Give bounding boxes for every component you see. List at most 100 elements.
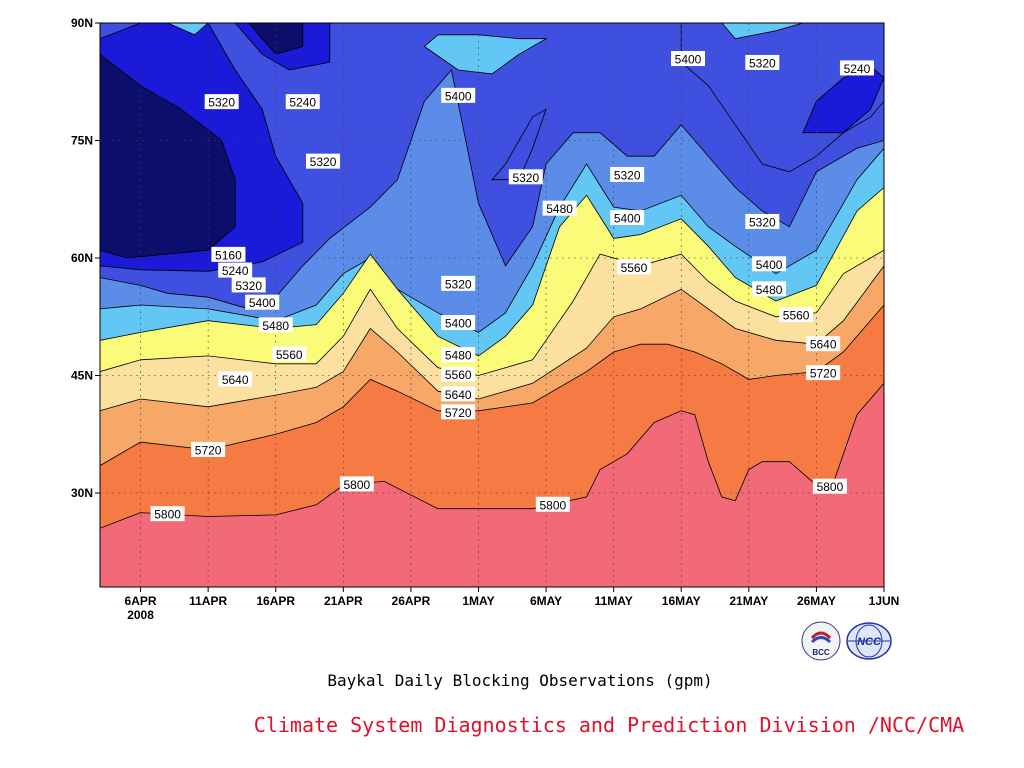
filled-contour-bands xyxy=(100,69,884,587)
contour-label: 5720 xyxy=(441,404,476,420)
svg-text:5320: 5320 xyxy=(310,155,337,169)
svg-text:5640: 5640 xyxy=(810,338,837,352)
low-5320-east xyxy=(680,23,884,173)
low-5160-west xyxy=(100,53,236,259)
contour-label: 5480 xyxy=(542,200,577,216)
svg-text:5480: 5480 xyxy=(445,349,472,363)
contour-label: 5800 xyxy=(339,476,374,492)
svg-text:5400: 5400 xyxy=(445,89,472,103)
contour-label: 5640 xyxy=(441,386,476,402)
contour-label: 5480 xyxy=(258,317,293,333)
svg-text:5320: 5320 xyxy=(749,56,776,70)
contour-label: 5240 xyxy=(285,94,320,110)
contour-label: 5400 xyxy=(441,87,476,103)
x-tick-label: 21MAY xyxy=(729,594,768,608)
contour-labels: 5800 5800 5800 5800 5720 5720 5720 5640 5640 5640… xyxy=(150,51,874,522)
contour-label: 5640 xyxy=(806,336,841,352)
svg-text:5800: 5800 xyxy=(154,508,181,522)
contour-label: 5800 xyxy=(535,496,570,512)
svg-text:5240: 5240 xyxy=(289,96,316,110)
contour-label: 5320 xyxy=(204,94,239,110)
credit-line: Climate System Diagnostics and Predictio… xyxy=(253,713,965,737)
x-tick-label: 11MAY xyxy=(595,594,633,608)
svg-text:5560: 5560 xyxy=(621,261,648,275)
svg-text:5560: 5560 xyxy=(783,309,810,323)
high-5400-northeast xyxy=(721,23,804,40)
svg-text:5320: 5320 xyxy=(235,279,262,293)
contour-label: 5400 xyxy=(752,256,787,272)
contour-label: 5320 xyxy=(745,54,780,70)
contour-label: 5560 xyxy=(272,346,307,362)
contour-label: 5720 xyxy=(806,365,841,381)
svg-text:5640: 5640 xyxy=(222,373,249,387)
svg-text:5320: 5320 xyxy=(208,96,235,110)
contour-label: 5320 xyxy=(610,166,645,182)
contour-label: 5240 xyxy=(839,60,874,76)
svg-text:5320: 5320 xyxy=(512,171,539,185)
svg-text:5720: 5720 xyxy=(195,443,222,457)
x-tick-label: 1MAY xyxy=(462,594,494,608)
y-tick-label: 30N xyxy=(71,486,93,500)
svg-text:5400: 5400 xyxy=(249,296,276,310)
svg-text:5320: 5320 xyxy=(749,215,776,229)
contour-label: 5400 xyxy=(671,51,705,67)
svg-text:5400: 5400 xyxy=(675,53,702,67)
contour-label: 5640 xyxy=(218,371,253,387)
contour-label: 5160 xyxy=(211,246,246,262)
x-tick-label: 11APR xyxy=(189,594,227,608)
contour-label: 5320 xyxy=(508,169,543,185)
svg-text:5800: 5800 xyxy=(343,478,370,492)
svg-text:5800: 5800 xyxy=(817,480,844,494)
y-tick-label: 45N xyxy=(71,369,93,383)
svg-text:5480: 5480 xyxy=(756,283,783,297)
low-5160-north xyxy=(248,23,304,55)
y-tick-label: 90N xyxy=(71,16,93,30)
contour-label: 5320 xyxy=(231,277,266,293)
x-tick-label: 21APR xyxy=(324,594,363,608)
svg-text:5160: 5160 xyxy=(215,248,242,262)
plot-frame xyxy=(99,22,885,588)
svg-text:5720: 5720 xyxy=(810,367,837,381)
y-tick-label: 60N xyxy=(71,251,93,265)
x-tick-year-label: 2008 xyxy=(127,608,154,622)
ncc-logo: NCC xyxy=(846,622,892,660)
contour-label: 5560 xyxy=(616,259,651,275)
svg-text:5480: 5480 xyxy=(546,202,573,216)
svg-text:BCC: BCC xyxy=(812,648,830,657)
x-tick-label: 16APR xyxy=(256,594,295,608)
y-axis: 30N 45N 60N 75N 90N xyxy=(71,16,100,500)
contour-label: 5320 xyxy=(306,153,341,169)
contour-label: 5560 xyxy=(441,366,476,382)
svg-text:5480: 5480 xyxy=(262,319,289,333)
svg-text:5320: 5320 xyxy=(445,277,472,291)
contour-label: 5240 xyxy=(218,262,253,278)
x-tick-label: 6APR xyxy=(125,594,157,608)
contour-label: 5400 xyxy=(610,210,645,226)
svg-text:5240: 5240 xyxy=(222,264,249,278)
contour-label: 5560 xyxy=(779,307,814,323)
contour-label: 5320 xyxy=(745,213,780,229)
svg-text:5240: 5240 xyxy=(844,62,871,76)
svg-text:5800: 5800 xyxy=(539,498,566,512)
contour-label: 5400 xyxy=(441,315,476,331)
svg-text:5720: 5720 xyxy=(445,406,472,420)
svg-text:5320: 5320 xyxy=(614,168,641,182)
grid-lines xyxy=(100,23,884,587)
x-tick-label: 16MAY xyxy=(662,594,701,608)
svg-text:5400: 5400 xyxy=(614,212,641,226)
chart-title: Baykal Daily Blocking Observations (gpm) xyxy=(327,671,713,690)
contour-label: 5320 xyxy=(441,275,476,291)
svg-text:5400: 5400 xyxy=(756,258,783,272)
contour-label: 5800 xyxy=(150,506,185,522)
contour-label: 5480 xyxy=(441,347,476,363)
bcc-logo: BCC xyxy=(801,621,841,661)
low-5240-east xyxy=(802,65,884,134)
svg-text:5560: 5560 xyxy=(276,348,303,362)
x-tick-label: 6MAY xyxy=(530,594,562,608)
svg-text:5560: 5560 xyxy=(445,368,472,382)
svg-text:5640: 5640 xyxy=(445,388,472,402)
contour-label: 5480 xyxy=(752,281,787,297)
contour-label: 5800 xyxy=(812,478,847,494)
